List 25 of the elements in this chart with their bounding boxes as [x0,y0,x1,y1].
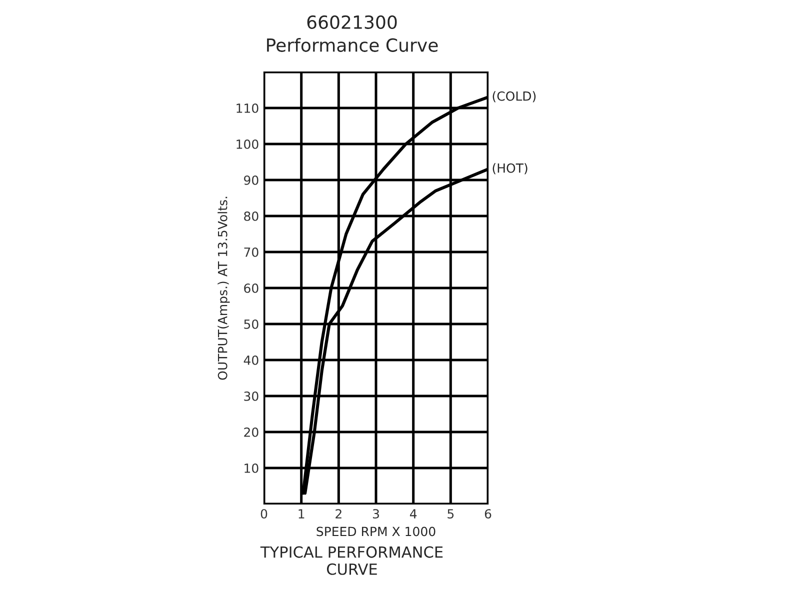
y-tick-label: 90 [244,175,258,185]
y-tick-label: 30 [244,391,258,401]
chart-title: 66021300 [307,15,397,29]
x-tick-label: 2 [336,509,342,518]
y-tick-label: 60 [244,283,258,293]
y-tick-label: 10 [244,463,258,473]
y-tick-label: 80 [244,211,258,221]
x-tick-label: 5 [448,509,454,519]
series-label: (HOT) [492,163,528,174]
y-tick-label: 70 [244,247,258,257]
x-tick-label: 4 [410,509,417,518]
y-tick-label: 40 [244,355,258,365]
y-axis-title: OUTPUT(Amps.) AT 13.5Volts. [218,196,230,380]
x-axis-title: SPEED RPM X 1000 [316,526,436,536]
chart-subtitle: Performance Curve [267,38,438,52]
y-tick-label: 50 [244,319,258,329]
x-tick-label: 6 [484,509,492,519]
text: TYPICAL PERFORMANCE CURVE [260,546,443,575]
y-tick-label: 20 [244,427,258,437]
x-tick-label: 0 [260,509,268,519]
y-tick-label: 100 [236,139,258,149]
y-tick-label: 110 [236,103,258,113]
series-label: (COLD) [492,91,536,102]
x-tick-label: 1 [298,509,304,518]
x-tick-label: 3 [372,509,379,519]
